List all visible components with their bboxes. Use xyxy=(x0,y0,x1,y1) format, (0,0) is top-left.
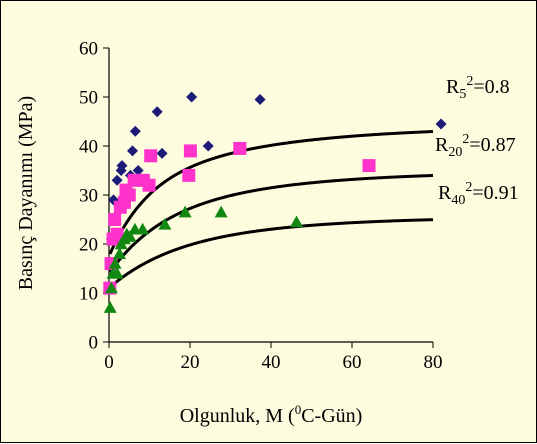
y-tick-label: 50 xyxy=(79,88,98,109)
x-tick-label: 0 xyxy=(104,352,114,373)
point-r20 xyxy=(183,144,197,158)
axes: 0 10 20 30 40 50 60 0 20 40 60 80 xyxy=(79,39,443,374)
point-r20 xyxy=(110,227,124,241)
point-r40 xyxy=(158,217,172,230)
point-r5 xyxy=(132,165,144,176)
point-r40 xyxy=(113,247,127,259)
point-r5 xyxy=(435,118,447,130)
r2-labels: R52=0.8 R202=0.87 R402=0.91 xyxy=(435,74,519,208)
point-r40 xyxy=(136,222,150,235)
x-tick-label: 40 xyxy=(262,352,281,373)
y-tick-label: 40 xyxy=(79,137,98,158)
point-r5 xyxy=(116,160,128,172)
fit-curve-r40 xyxy=(109,218,434,289)
x-tick-label: 80 xyxy=(424,352,443,373)
y-tick-label: 10 xyxy=(79,284,98,305)
point-r5 xyxy=(151,106,163,118)
y-tick-label: 60 xyxy=(79,39,98,60)
point-r40 xyxy=(103,301,117,313)
point-r5 xyxy=(111,174,123,186)
point-r20 xyxy=(362,159,376,173)
x-tick-label: 60 xyxy=(343,352,362,373)
point-r40 xyxy=(290,215,304,228)
y-tick-label: 0 xyxy=(89,333,99,354)
point-r20 xyxy=(182,168,196,182)
point-r40 xyxy=(178,205,192,218)
point-r5 xyxy=(202,140,214,152)
point-r20 xyxy=(144,149,158,163)
point-r5 xyxy=(126,145,138,157)
point-r5 xyxy=(186,91,198,103)
r2-label-r20: R202=0.87 xyxy=(435,132,516,160)
point-r5 xyxy=(254,93,266,105)
r2-label-r40: R402=0.91 xyxy=(438,180,519,208)
point-r40 xyxy=(123,230,137,242)
point-r20 xyxy=(108,213,122,226)
point-r20 xyxy=(122,188,136,202)
fit-curve-r5 xyxy=(108,130,434,255)
y-tick-label: 20 xyxy=(79,235,98,256)
point-r5 xyxy=(129,125,141,137)
point-r40 xyxy=(108,257,122,269)
data-points xyxy=(103,91,447,313)
point-r20 xyxy=(233,141,247,155)
x-axis-title: Olgunluk, M (0C-Gün) xyxy=(180,402,363,427)
point-r20 xyxy=(142,178,156,192)
y-axis-title: Basınç Dayanımı (MPa) xyxy=(15,96,37,290)
y-tick-label: 30 xyxy=(79,186,98,207)
x-tick-label: 20 xyxy=(181,352,200,373)
point-r40 xyxy=(104,281,118,294)
point-r5 xyxy=(156,147,168,159)
r2-label-r5: R52=0.8 xyxy=(446,74,510,102)
point-r40 xyxy=(214,205,228,218)
point-r40 xyxy=(110,266,124,279)
